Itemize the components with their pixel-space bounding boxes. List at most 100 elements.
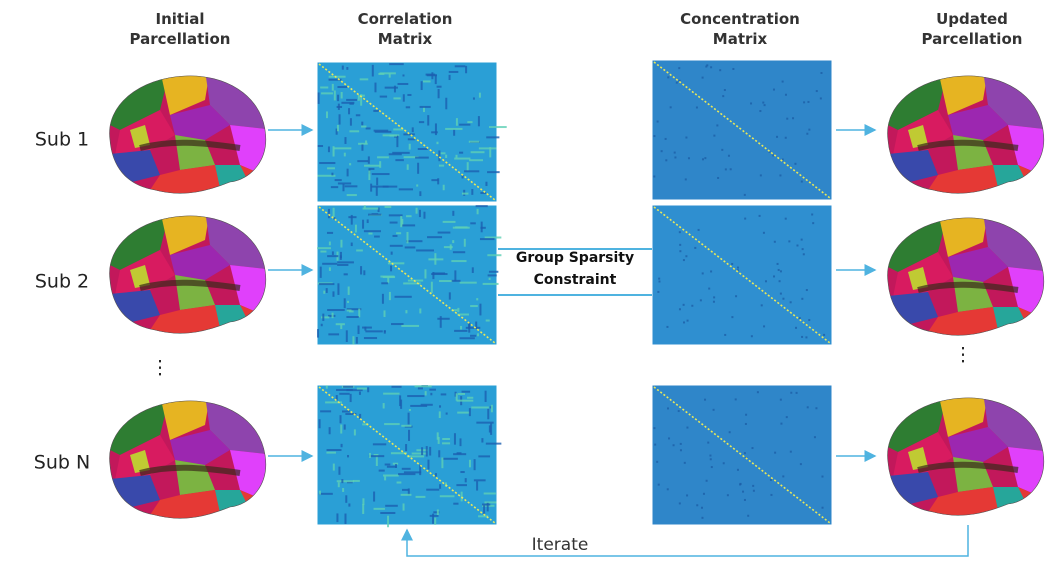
matrix-cell [337,95,339,101]
matrix-cell [332,291,334,296]
matrix-cell [806,133,808,135]
matrix-cell [486,443,502,445]
matrix-cell [319,491,321,495]
matrix-cell [362,327,372,329]
matrix-cell [770,479,772,481]
matrix-cell [329,427,331,434]
matrix-cell [339,114,341,124]
matrix-cell [407,395,424,397]
matrix-cell [412,453,427,455]
matrix-cell [344,273,348,275]
matrix-cell [421,404,433,406]
matrix-cell [372,173,390,175]
matrix-cell [683,259,685,261]
matrix-cell [329,267,331,271]
matrix-cell [449,75,451,80]
matrix-cell [658,484,660,486]
matrix-cell [396,232,401,234]
matrix-cell [678,410,680,412]
matrix-cell [806,289,808,291]
matrix-cell [442,438,450,440]
matrix-cell [441,152,446,154]
matrix-cell [385,464,391,466]
matrix-cell [317,329,319,338]
matrix-cell [703,493,705,495]
matrix-cell [362,220,364,229]
matrix-cell [801,239,803,241]
matrix-cell [365,330,382,332]
matrix-cell [713,135,715,137]
matrix-cell [364,205,366,209]
matrix-cell [399,395,401,406]
matrix-cell [777,263,779,265]
matrix-cell [416,208,418,214]
column-header: InitialParcellation [130,10,231,48]
matrix-cell [349,163,351,165]
matrix-cell [474,459,476,470]
matrix-cell [321,92,333,94]
matrix-cell [380,276,394,278]
matrix-cell [406,240,422,242]
matrix-cell [820,97,822,99]
matrix-cell [457,400,474,402]
matrix-cell [327,255,338,257]
matrix-cell [337,283,339,295]
matrix-cell [458,393,465,395]
matrix-cell [338,104,340,110]
matrix-cell [679,250,681,252]
matrix-cell [388,262,404,264]
matrix-cell [453,251,465,253]
matrix-cell [344,514,346,524]
matrix-cell [358,309,360,318]
matrix-cell [317,247,331,249]
matrix-cell [717,177,719,179]
header-line: Concentration [680,10,800,28]
matrix-cell [464,239,466,247]
matrix-cell [456,484,467,486]
matrix-cell [480,227,485,229]
matrix-cell [432,272,445,274]
matrix-cell [706,480,708,482]
matrix-cell [730,168,732,170]
matrix-cell [328,333,339,335]
matrix-cell [408,413,410,425]
matrix-cell [339,393,349,395]
matrix-cell [460,326,462,329]
ellipsis: ⋮ [151,357,170,379]
matrix-cell [409,144,411,150]
matrix-cell [327,449,342,451]
matrix-cell [369,455,384,457]
matrix-cell [456,155,458,158]
matrix-cell [331,173,333,176]
matrix-cell [723,462,725,464]
matrix-cell [780,399,782,401]
matrix-cell [328,209,330,218]
matrix-cell [750,102,752,104]
matrix-cell [380,96,387,98]
matrix-cell [713,296,715,298]
matrix-cell [782,81,784,83]
matrix-cell [423,212,425,219]
matrix-cell [476,298,478,300]
matrix-cell [426,446,428,456]
matrix-cell [384,331,386,334]
matrix-cell [372,65,374,77]
matrix-cell [667,407,669,409]
matrix-cell [667,488,669,490]
matrix-cell [355,225,357,233]
matrix-cell [360,266,362,274]
matrix-cell [708,288,710,290]
matrix-cell [452,240,454,243]
matrix-cell [340,415,342,423]
matrix-cell [437,86,442,88]
matrix-cell [454,158,470,160]
matrix-cell [365,140,367,143]
matrix-cell [464,170,479,172]
matrix-cell [453,227,470,229]
matrix-cell [679,231,681,233]
matrix-cell [341,102,354,104]
matrix-cell [320,267,322,278]
matrix-cell [358,326,360,334]
matrix-cell [439,405,441,407]
